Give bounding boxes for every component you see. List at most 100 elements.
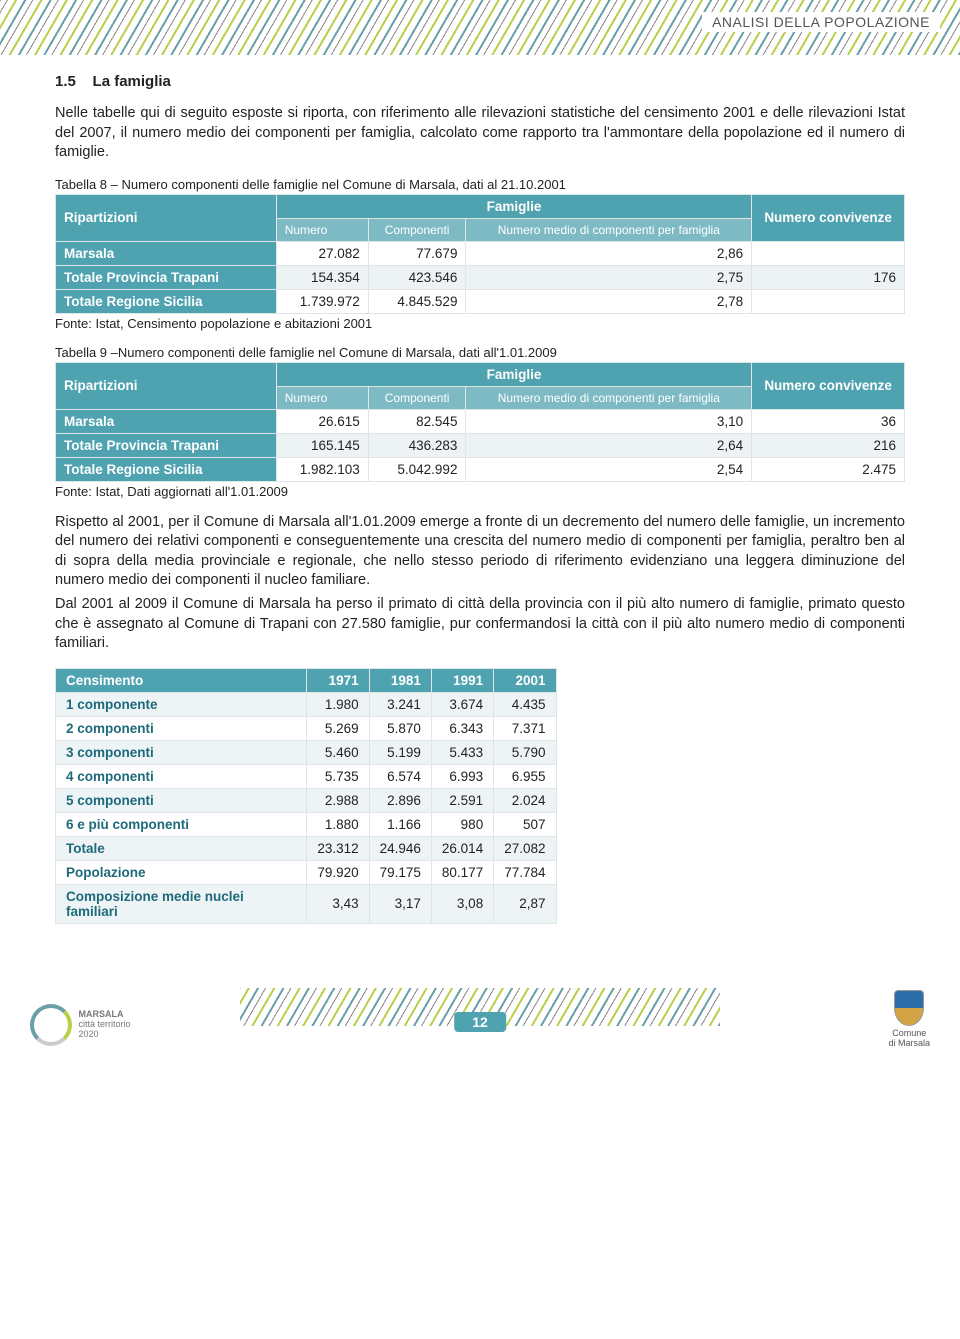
cens-h1: 1971 [307,668,369,692]
cens-cell: 79.920 [307,860,369,884]
cens-row-label: 6 e più componenti [56,812,307,836]
table-row: 1 componente1.9803.2413.6744.435 [56,692,557,716]
logo-right-l2: di Marsala [888,1038,930,1048]
table8-hdr-convivenze: Numero convivenze [752,194,905,241]
logo-marsala: MARSALA città territorio 2020 [30,1004,131,1046]
cens-cell: 2.988 [307,788,369,812]
t9-r1-label: Totale Provincia Trapani [56,433,277,457]
logo-right-l1: Comune [892,1028,926,1038]
cens-cell: 507 [494,812,556,836]
t9-r0-medio: 3,10 [466,409,752,433]
table8-subhdr-numero: Numero [276,218,368,241]
header-label: ANALISI DELLA POPOLAZIONE [702,12,940,32]
cens-row-label: Totale [56,836,307,860]
page-number: 12 [454,1012,506,1032]
t8-r1-label: Totale Provincia Trapani [56,265,277,289]
cens-cell: 6.343 [431,716,493,740]
table9-subhdr-numero: Numero [276,386,368,409]
cens-cell: 2.896 [369,788,431,812]
cens-cell: 79.175 [369,860,431,884]
t8-r1-numero: 154.354 [276,265,368,289]
table8-source: Fonte: Istat, Censimento popolazione e a… [55,316,905,331]
cens-row-label: Popolazione [56,860,307,884]
cens-h4: 2001 [494,668,556,692]
cens-cell: 77.784 [494,860,556,884]
t8-r1-medio: 2,75 [466,265,752,289]
cens-cell: 5.870 [369,716,431,740]
cens-cell: 5.460 [307,740,369,764]
t8-r1-conv: 176 [752,265,905,289]
cens-row-label: 5 componenti [56,788,307,812]
table-row: Totale Provincia Trapani 165.145 436.283… [56,433,905,457]
analysis-para-2: Dal 2001 al 2009 il Comune di Marsala ha… [55,595,905,654]
cens-cell: 2.024 [494,788,556,812]
cens-row-label: 2 componenti [56,716,307,740]
cens-row-label: Composizione medie nuclei familiari [56,884,307,923]
table9-hdr-famiglie: Famiglie [276,362,751,386]
cens-cell: 3.674 [431,692,493,716]
t9-r2-conv: 2.475 [752,457,905,481]
section-title: 1.5 La famiglia [55,73,905,90]
t8-r2-medio: 2,78 [466,289,752,313]
cens-cell: 2,87 [494,884,556,923]
table8-subhdr-medio: Numero medio di componenti per famiglia [466,218,752,241]
cens-row-label: 3 componenti [56,740,307,764]
table8-hdr-famiglie: Famiglie [276,194,751,218]
cens-cell: 6.574 [369,764,431,788]
cens-cell: 5.790 [494,740,556,764]
cens-cell: 980 [431,812,493,836]
cens-h3: 1991 [431,668,493,692]
t9-r1-componenti: 436.283 [368,433,466,457]
cens-cell: 2.591 [431,788,493,812]
cens-cell: 1.166 [369,812,431,836]
logo-comune: Comune di Marsala [888,990,930,1048]
t8-r0-numero: 27.082 [276,241,368,265]
table-row: Popolazione79.92079.17580.17777.784 [56,860,557,884]
table-row: Marsala 27.082 77.679 2,86 [56,241,905,265]
section-heading: La famiglia [93,73,171,90]
intro-paragraph: Nelle tabelle qui di seguito esposte si … [55,104,905,163]
header-hatch-band: ANALISI DELLA POPOLAZIONE [0,0,960,55]
table-row: Totale Regione Sicilia 1.982.103 5.042.9… [56,457,905,481]
cens-h0: Censimento [56,668,307,692]
table8: Ripartizioni Famiglie Numero convivenze … [55,194,905,314]
t8-r0-label: Marsala [56,241,277,265]
t9-r1-numero: 165.145 [276,433,368,457]
cens-cell: 6.955 [494,764,556,788]
logo-left-l2: città territorio [79,1019,131,1029]
t8-r0-conv [752,241,905,265]
cens-cell: 1.880 [307,812,369,836]
t8-r2-label: Totale Regione Sicilia [56,289,277,313]
cens-cell: 3.241 [369,692,431,716]
cens-cell: 5.433 [431,740,493,764]
page-footer: 12 MARSALA città territorio 2020 Comune … [0,964,960,1054]
t9-r2-numero: 1.982.103 [276,457,368,481]
cens-cell: 5.735 [307,764,369,788]
t8-r0-medio: 2,86 [466,241,752,265]
table9-hdr-convivenze: Numero convivenze [752,362,905,409]
table-row: Totale Provincia Trapani 154.354 423.546… [56,265,905,289]
cens-cell: 23.312 [307,836,369,860]
t8-r0-componenti: 77.679 [368,241,466,265]
table8-hdr-ripartizioni: Ripartizioni [56,194,277,241]
cens-cell: 7.371 [494,716,556,740]
t8-r1-componenti: 423.546 [368,265,466,289]
ring-icon [30,1004,72,1046]
table9-source: Fonte: Istat, Dati aggiornati all'1.01.2… [55,484,905,499]
cens-cell: 80.177 [431,860,493,884]
table9-hdr-ripartizioni: Ripartizioni [56,362,277,409]
table-row: 5 componenti2.9882.8962.5912.024 [56,788,557,812]
table9-subhdr-componenti: Componenti [368,386,466,409]
shield-icon [894,990,924,1026]
table9: Ripartizioni Famiglie Numero convivenze … [55,362,905,482]
t9-r2-label: Totale Regione Sicilia [56,457,277,481]
table-censimento: Censimento 1971 1981 1991 2001 1 compone… [55,668,557,924]
table9-caption: Tabella 9 –Numero componenti delle famig… [55,345,905,360]
table-row: 4 componenti5.7356.5746.9936.955 [56,764,557,788]
table-row: 3 componenti5.4605.1995.4335.790 [56,740,557,764]
table-row: Composizione medie nuclei familiari3,433… [56,884,557,923]
cens-cell: 26.014 [431,836,493,860]
t9-r0-componenti: 82.545 [368,409,466,433]
section-number: 1.5 [55,73,76,90]
table8-subhdr-componenti: Componenti [368,218,466,241]
